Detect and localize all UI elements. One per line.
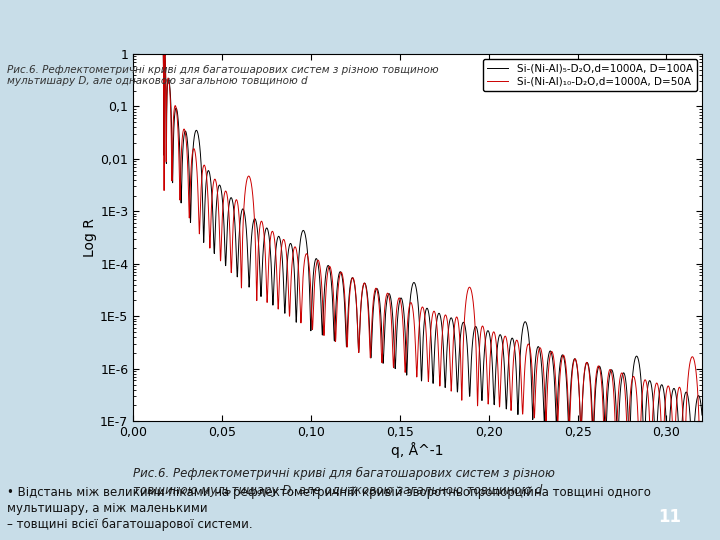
Si-(Ni-Al)₁₀-D₂O,d=1000A, D=50A (698, 419, 706, 426)
Si-(Ni-Al)₁₀-D₂O,d=1000A, D=50A (554, 418, 562, 425)
Si-(Ni-Al)₅-D₂O,d=1000A, D=100A (499, 349, 508, 355)
Si-(Ni-Al)₅-D₂O,d=1000A, D=100A (688, 462, 697, 469)
Si-(Ni-Al)₁₀-D₂O,d=1000A, D=50A (499, 338, 508, 344)
Si-(Ni-Al)₅-D₂O,d=1000A, D=100A (470, 325, 479, 331)
Si-(Ni-Al)₅-D₂O,d=1000A, D=100A (597, 367, 606, 374)
Si-(Ni-Al)₅-D₂O,d=1000A, D=100A (347, 277, 356, 284)
Si-(Ni-Al)₅-D₂O,d=1000A, D=100A (130, 51, 138, 57)
Si-(Ni-Al)₁₀-D₂O,d=1000A, D=50A (130, 51, 138, 57)
Si-(Ni-Al)₁₀-D₂O,d=1000A, D=50A (696, 470, 705, 477)
Si-(Ni-Al)₁₀-D₂O,d=1000A, D=50A (233, 198, 242, 205)
Si-(Ni-Al)₁₀-D₂O,d=1000A, D=50A (470, 318, 479, 325)
Text: • Відстань між великими піками на рефлектометричній кривій зворотньопропорційна : • Відстань між великими піками на рефлек… (7, 486, 651, 531)
Y-axis label: Log R: Log R (84, 218, 97, 257)
Si-(Ni-Al)₁₀-D₂O,d=1000A, D=50A (597, 375, 606, 381)
Si-(Ni-Al)₅-D₂O,d=1000A, D=100A (554, 393, 562, 399)
Line: Si-(Ni-Al)₅-D₂O,d=1000A, D=100A: Si-(Ni-Al)₅-D₂O,d=1000A, D=100A (134, 54, 702, 465)
Text: Рис.6. Рефлектометричні криві для багатошарових систем з різною
товщиною мультиш: Рис.6. Рефлектометричні криві для багато… (133, 467, 555, 497)
Si-(Ni-Al)₁₀-D₂O,d=1000A, D=50A (347, 279, 356, 285)
Si-(Ni-Al)₅-D₂O,d=1000A, D=100A (233, 274, 242, 280)
Line: Si-(Ni-Al)₁₀-D₂O,d=1000A, D=50A: Si-(Ni-Al)₁₀-D₂O,d=1000A, D=50A (134, 54, 702, 474)
Text: 11: 11 (658, 508, 681, 526)
Si-(Ni-Al)₁₀-D₂O,d=1000A, D=50A (130, 51, 138, 57)
Si-(Ni-Al)₅-D₂O,d=1000A, D=100A (698, 412, 706, 418)
X-axis label: q, Å^-1: q, Å^-1 (392, 442, 444, 458)
Text: Рис.6. Рефлектометричні криві для багатошарових систем з різною товщиною
мультиш: Рис.6. Рефлектометричні криві для багато… (7, 65, 438, 86)
Legend: Si-(Ni-Al)₅-D₂O,d=1000A, D=100A, Si-(Ni-Al)₁₀-D₂O,d=1000A, D=50A: Si-(Ni-Al)₅-D₂O,d=1000A, D=100A, Si-(Ni-… (483, 59, 697, 91)
